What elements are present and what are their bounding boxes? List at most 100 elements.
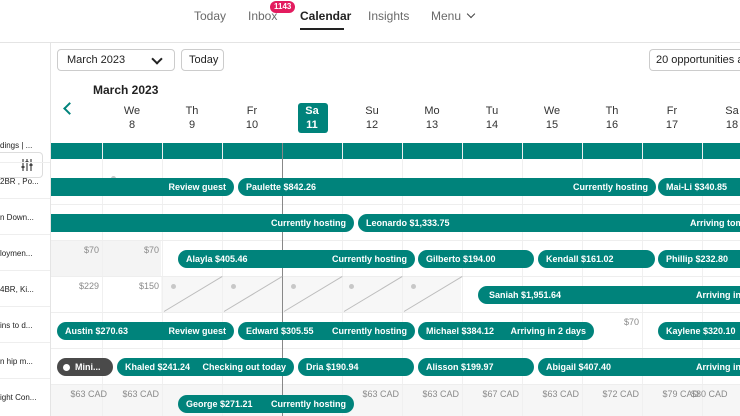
night-price: $63 CAD	[362, 389, 399, 399]
day-column-header[interactable]: Tu 14	[462, 104, 522, 132]
booking-bar[interactable]: Edward $305.55 Currently hosting	[238, 322, 415, 340]
today-line	[282, 143, 283, 416]
booking-bar[interactable]: Phillip $232.80	[658, 250, 740, 268]
booking-guest: Abigail $407.40	[546, 362, 612, 372]
listing-item[interactable]: 2BR , Po...	[0, 177, 39, 186]
night-price: $63 CAD	[422, 389, 459, 399]
opportunities-button[interactable]: 20 opportunities a	[649, 49, 740, 71]
day-column-header[interactable]: Fr 17	[642, 104, 702, 132]
booking-guest: Phillip $232.80	[666, 254, 729, 264]
booking-bar[interactable]: Abigail $407.40 Arriving in	[538, 358, 740, 376]
night-price: $63 CAD	[122, 389, 159, 399]
day-number: 12	[365, 119, 379, 131]
blocked-cell	[51, 240, 161, 276]
night-price: $67 CAD	[482, 389, 519, 399]
today-button[interactable]: Today	[181, 49, 224, 71]
listing-item[interactable]: n Down...	[0, 213, 34, 222]
day-column-header[interactable]: Th 9	[162, 104, 222, 132]
booking-bar[interactable]: Dria $190.94	[298, 358, 414, 376]
divider	[0, 306, 50, 307]
booking-band[interactable]	[51, 143, 740, 159]
booking-bar[interactable]: Kaylene $320.10	[658, 322, 740, 340]
day-number: 18	[725, 119, 739, 131]
booking-guest: George $271.21	[186, 399, 253, 409]
status-dot	[349, 284, 354, 289]
booking-bar[interactable]: Mai-Li $340.85	[658, 178, 740, 196]
booking-bar[interactable]: Kendall $161.02	[538, 250, 655, 268]
night-price: $63 CAD	[542, 389, 579, 399]
top-navigation: Today Inbox 1143 Calendar Insights Menu	[0, 0, 740, 43]
chevron-down-icon	[151, 53, 163, 65]
day-of-week: Su	[365, 105, 379, 117]
booking-bar[interactable]: Khaled $241.24 Checking out today	[117, 358, 294, 376]
status-dot	[231, 284, 236, 289]
day-of-week: Th	[605, 105, 619, 117]
day-column-header[interactable]: Th 16	[582, 104, 642, 132]
listing-item[interactable]: dings | ...	[0, 141, 33, 150]
day-of-week: Mo	[424, 105, 440, 117]
day-column-header[interactable]: Sa 11	[282, 104, 342, 132]
booking-status: Currently hosting	[270, 218, 346, 228]
day-of-week: We	[543, 105, 561, 117]
booking-bar[interactable]: Michael $384.12 Arriving in 2 days	[418, 322, 594, 340]
day-number: 14	[485, 119, 499, 131]
month-title: March 2023	[93, 83, 159, 97]
booking-status: Currently hosting	[331, 326, 407, 336]
booking-guest: Khaled $241.24	[125, 362, 191, 372]
booking-status: Arriving in	[696, 362, 740, 372]
sliders-icon	[21, 159, 33, 171]
day-column-header[interactable]: We 15	[522, 104, 582, 132]
booking-status: Review guest	[168, 326, 226, 336]
blocked-cell	[51, 384, 740, 416]
night-price: $70	[623, 317, 639, 327]
day-column-header[interactable]: Sa 18	[702, 104, 740, 132]
day-column-header[interactable]: Fr 10	[222, 104, 282, 132]
day-of-week: Sa	[305, 105, 319, 117]
nav-menu[interactable]: Menu	[431, 9, 476, 23]
booking-bar[interactable]: George $271.21 Currently hosting	[178, 395, 354, 413]
booking-status: Arriving in	[696, 290, 740, 300]
listing-item[interactable]: 4BR, Ki...	[0, 285, 34, 294]
booking-bar[interactable]: Alayla $405.46 Currently hosting	[178, 250, 415, 268]
booking-bar[interactable]: Paulette $842.26 Currently hosting	[238, 178, 656, 196]
month-select-value: March 2023	[67, 54, 126, 66]
listing-item[interactable]: ins to d...	[0, 321, 33, 330]
booking-guest: Paulette $842.26	[246, 182, 317, 192]
booking-bar[interactable]: Austin $270.63 Review guest	[57, 322, 234, 340]
booking-status: Currently hosting	[572, 182, 648, 192]
chevron-left-icon[interactable]	[63, 102, 76, 115]
day-number: 10	[245, 119, 259, 131]
nav-today[interactable]: Today	[194, 9, 227, 23]
booking-bar[interactable]: Mini...	[57, 358, 113, 376]
booking-guest: Mai-Li $340.85	[666, 182, 728, 192]
divider	[0, 270, 50, 271]
booking-status: Arriving in 2 days	[510, 326, 586, 336]
month-select[interactable]: March 2023	[57, 49, 175, 71]
day-column-header[interactable]: We 8	[102, 104, 162, 132]
calendar-grid: $70 $70 $229 $150 $70 $63 CAD $63 CAD $6…	[51, 143, 740, 416]
active-tab-indicator	[300, 28, 344, 30]
booking-guest: Gilberto $194.00	[426, 254, 496, 264]
booking-guest: Michael $384.12	[426, 326, 495, 336]
day-column-header[interactable]: Mo 13	[402, 104, 462, 132]
filter-button[interactable]	[0, 152, 43, 178]
nav-calendar[interactable]: Calendar	[300, 9, 352, 23]
nav-inbox[interactable]: Inbox	[248, 9, 278, 23]
listing-item[interactable]: loymen...	[0, 249, 33, 258]
booking-guest: Saniah $1,951.64	[489, 290, 562, 300]
booking-status: Review guest	[168, 182, 226, 192]
booking-bar[interactable]: Currently hosting	[51, 214, 354, 232]
nav-insights[interactable]: Insights	[368, 9, 410, 23]
listing-item[interactable]: n hip m...	[0, 357, 33, 366]
listing-item[interactable]: ight Con...	[0, 393, 37, 402]
day-number: 8	[128, 119, 136, 131]
today-highlight	[298, 103, 328, 133]
booking-status: Arriving tom	[690, 218, 740, 228]
booking-bar[interactable]: Review guest	[51, 178, 234, 196]
status-dot	[291, 284, 296, 289]
booking-bar[interactable]: Gilberto $194.00	[418, 250, 534, 268]
booking-bar[interactable]: Alisson $199.97	[418, 358, 534, 376]
booking-bar[interactable]: Leonardo $1,333.75 Arriving tom	[358, 214, 740, 232]
booking-bar[interactable]: Saniah $1,951.64 Arriving in	[478, 286, 740, 304]
day-column-header[interactable]: Su 12	[342, 104, 402, 132]
